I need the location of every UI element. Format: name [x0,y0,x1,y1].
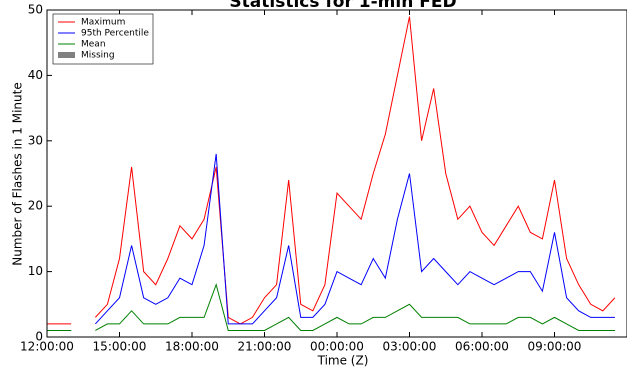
legend-label: Mean [81,40,106,50]
x-tick-label: 12:00:00 [20,340,74,354]
y-axis-label: Number of Flashes in 1 Minute [11,82,25,266]
x-axis-label: Time (Z) [317,354,369,368]
legend-label: Missing [81,51,115,61]
legend-swatch [58,52,75,58]
y-tick-label: 0 [35,330,43,344]
line-series [47,283,615,331]
x-tick-label: 00:00:00 [310,340,364,354]
x-tick-label: 03:00:00 [383,340,437,354]
y-tick-label: 10 [28,264,43,278]
y-tick-label: 30 [28,133,43,147]
x-tick-label: 15:00:00 [93,340,147,354]
x-tick-label: 21:00:00 [238,340,292,354]
y-tick-label: 40 [28,68,43,82]
x-tick-label: 18:00:00 [165,340,219,354]
legend-label: 95th Percentile [81,29,149,39]
x-tick-label: 06:00:00 [455,340,509,354]
x-tick-label: 09:00:00 [528,340,582,354]
y-tick-label: 20 [28,199,43,213]
line-series [47,16,616,325]
legend-label: Maximum [81,18,125,28]
chart-title: Statistics for 1-min FED [229,0,456,12]
y-tick-label: 50 [28,3,43,17]
